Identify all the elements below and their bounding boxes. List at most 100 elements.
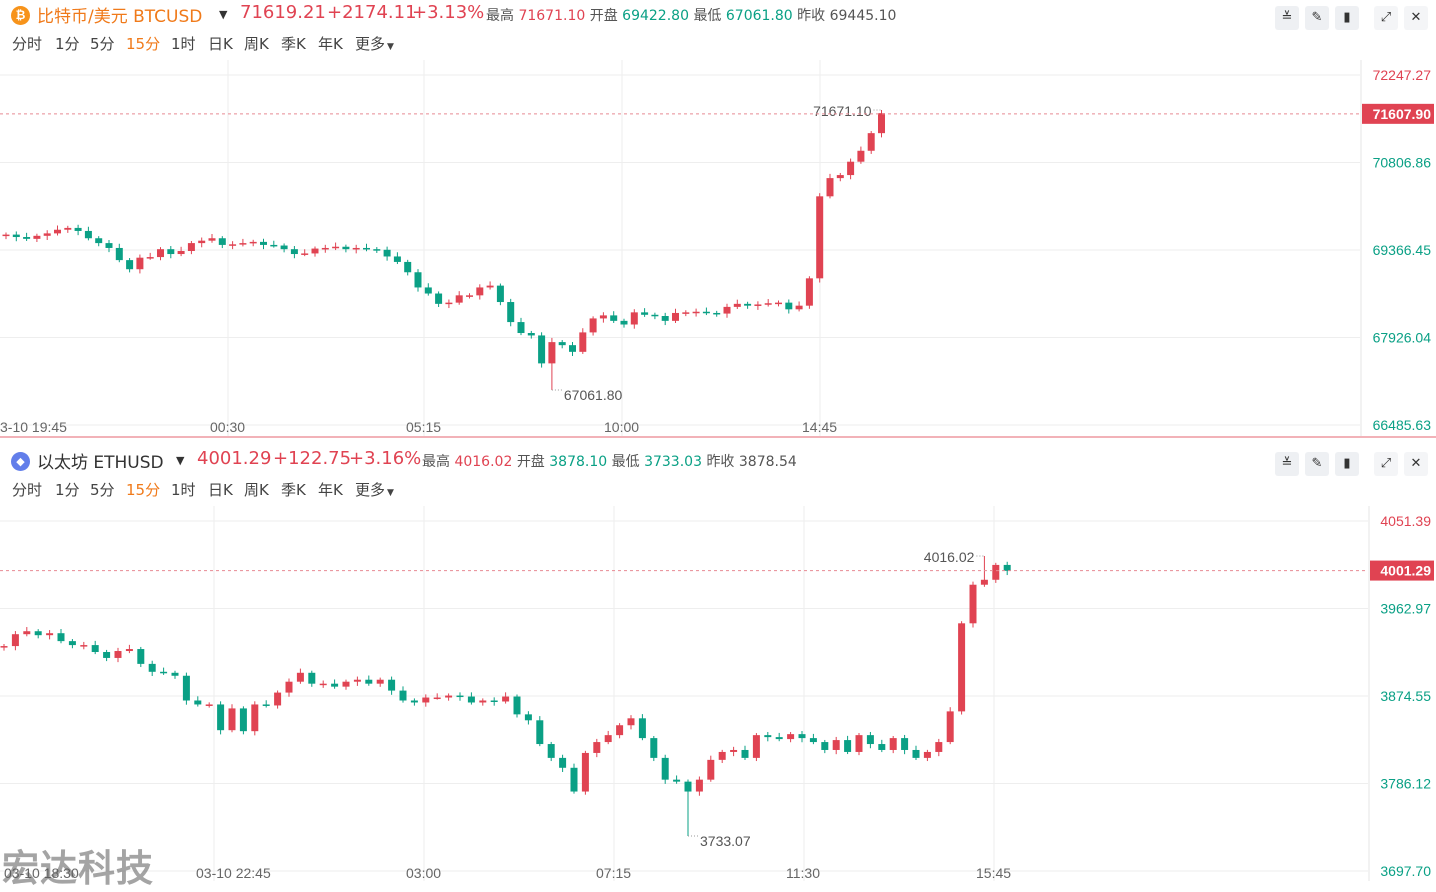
x-tick-label: 10:00 [604,419,639,435]
candle-body [137,649,145,664]
tab-day[interactable]: 日K [208,35,233,53]
candle-body [393,256,401,262]
candle-body [205,704,213,706]
candle-body [946,711,954,743]
candle-body [548,342,556,364]
tab-week[interactable]: 周K [244,481,269,499]
candle-body [517,322,525,334]
tab-quarter[interactable]: 季K [281,481,306,499]
candle-body [84,230,92,239]
candle-body [490,700,498,702]
chevron-down-icon[interactable]: ▼ [219,8,228,21]
tab-1h[interactable]: 1时 [171,35,196,53]
y-tick-label: 3697.70 [1380,863,1431,879]
candle-body [866,735,874,745]
close-icon[interactable]: ✕ [1404,6,1428,30]
high-annotation: 4016.02 [924,549,975,565]
candle-body [455,295,463,303]
tab-15m[interactable]: 15分 [126,35,161,53]
candle-body [146,257,154,259]
candle-body [445,302,453,305]
candle-body [1003,564,1011,571]
bitcoin-icon: ₿ [11,6,30,25]
tab-timeline[interactable]: 分时 [12,481,43,499]
candle-body [43,233,51,236]
candle-body [103,652,111,658]
candle-body [332,246,340,249]
chevron-down-icon[interactable]: ▼ [176,454,185,467]
tab-1m[interactable]: 1分 [55,35,80,53]
candle-body [301,253,309,255]
candle-body [723,306,731,314]
indicator-icon[interactable]: ≚ [1275,452,1299,476]
tab-timeline[interactable]: 分时 [12,35,43,53]
high-value: 4016.02 [454,454,513,470]
candle-body [651,314,659,317]
tab-quarter[interactable]: 季K [281,35,306,53]
candle-body [507,302,515,323]
candle-body [445,695,453,698]
prev-close-value: 69445.10 [829,8,897,24]
tab-week[interactable]: 周K [244,35,269,53]
y-tick-label: 72247.27 [1373,67,1432,83]
candle-body [661,757,669,780]
candle-body [527,333,535,336]
candle-body [260,241,267,245]
chevron-down-icon: ▼ [387,42,394,52]
btc-candlestick-chart[interactable]: 72247.27 70806.86 69366.45 67926.04 66485.63… [0,60,1436,436]
candle-body [373,249,381,251]
candle-body [627,718,635,726]
eth-candlestick-chart[interactable]: 4051.39 3962.97 3874.55 3786.12 3697.70 03-10… [0,506,1436,881]
candle-body [274,692,282,706]
candle-body [630,312,638,325]
tab-15m[interactable]: 15分 [126,481,161,499]
tab-more[interactable]: 更多 ▼ [355,479,394,500]
tab-1h[interactable]: 1时 [171,481,196,499]
candle-body [538,335,546,364]
draw-icon[interactable]: ✎ [1305,6,1329,30]
tab-5m[interactable]: 5分 [90,35,115,53]
draw-icon[interactable]: ✎ [1305,452,1329,476]
candle-body [74,227,82,231]
expand-icon[interactable]: ⤢ [1374,452,1398,476]
tab-1m[interactable]: 1分 [55,481,80,499]
tab-more[interactable]: 更多 ▼ [355,33,394,54]
candle-body [684,781,692,792]
candle-body [958,623,966,712]
candle-body [809,738,817,743]
btc-symbol-name[interactable]: 比特币/美元 BTCUSD [37,7,203,27]
candle-body [764,303,772,305]
candle-body [363,247,370,250]
panel-divider[interactable] [0,436,1436,438]
candle-body [878,113,885,134]
x-tick-label: 15:45 [976,865,1011,881]
tab-year[interactable]: 年K [318,35,343,53]
candle-body [136,257,144,270]
indicator-icon[interactable]: ≚ [1275,6,1299,30]
tab-5m[interactable]: 5分 [90,481,115,499]
candle-body [923,751,931,758]
btc-stats: 最高 71671.10 开盘 69422.80 最低 67061.80 昨收 6… [486,5,896,25]
candle-body [456,695,464,698]
candle-body [105,243,113,248]
tab-more-label: 更多 [355,35,386,53]
close-icon[interactable]: ✕ [1404,452,1428,476]
candle-body [744,303,752,306]
chart-type-icon[interactable]: ▮ [1335,452,1359,476]
x-tick-label: 03-10 22:45 [196,865,271,881]
candle-body [414,272,422,288]
ethereum-icon: ◆ [11,452,30,471]
x-tick-label: 07:15 [596,865,631,881]
candle-body [321,247,329,250]
candle-body [832,740,840,750]
eth-symbol-name[interactable]: 以太坊 ETHUSD [37,453,164,473]
candle-body [435,293,443,304]
candle-body [23,631,31,635]
candle-body [285,681,293,693]
tab-year[interactable]: 年K [318,481,343,499]
btc-change-pct: +3.13% [412,2,485,23]
tab-day[interactable]: 日K [208,481,233,499]
candle-body [54,229,61,234]
chart-type-icon[interactable]: ▮ [1335,6,1359,30]
expand-icon[interactable]: ⤢ [1374,6,1398,30]
